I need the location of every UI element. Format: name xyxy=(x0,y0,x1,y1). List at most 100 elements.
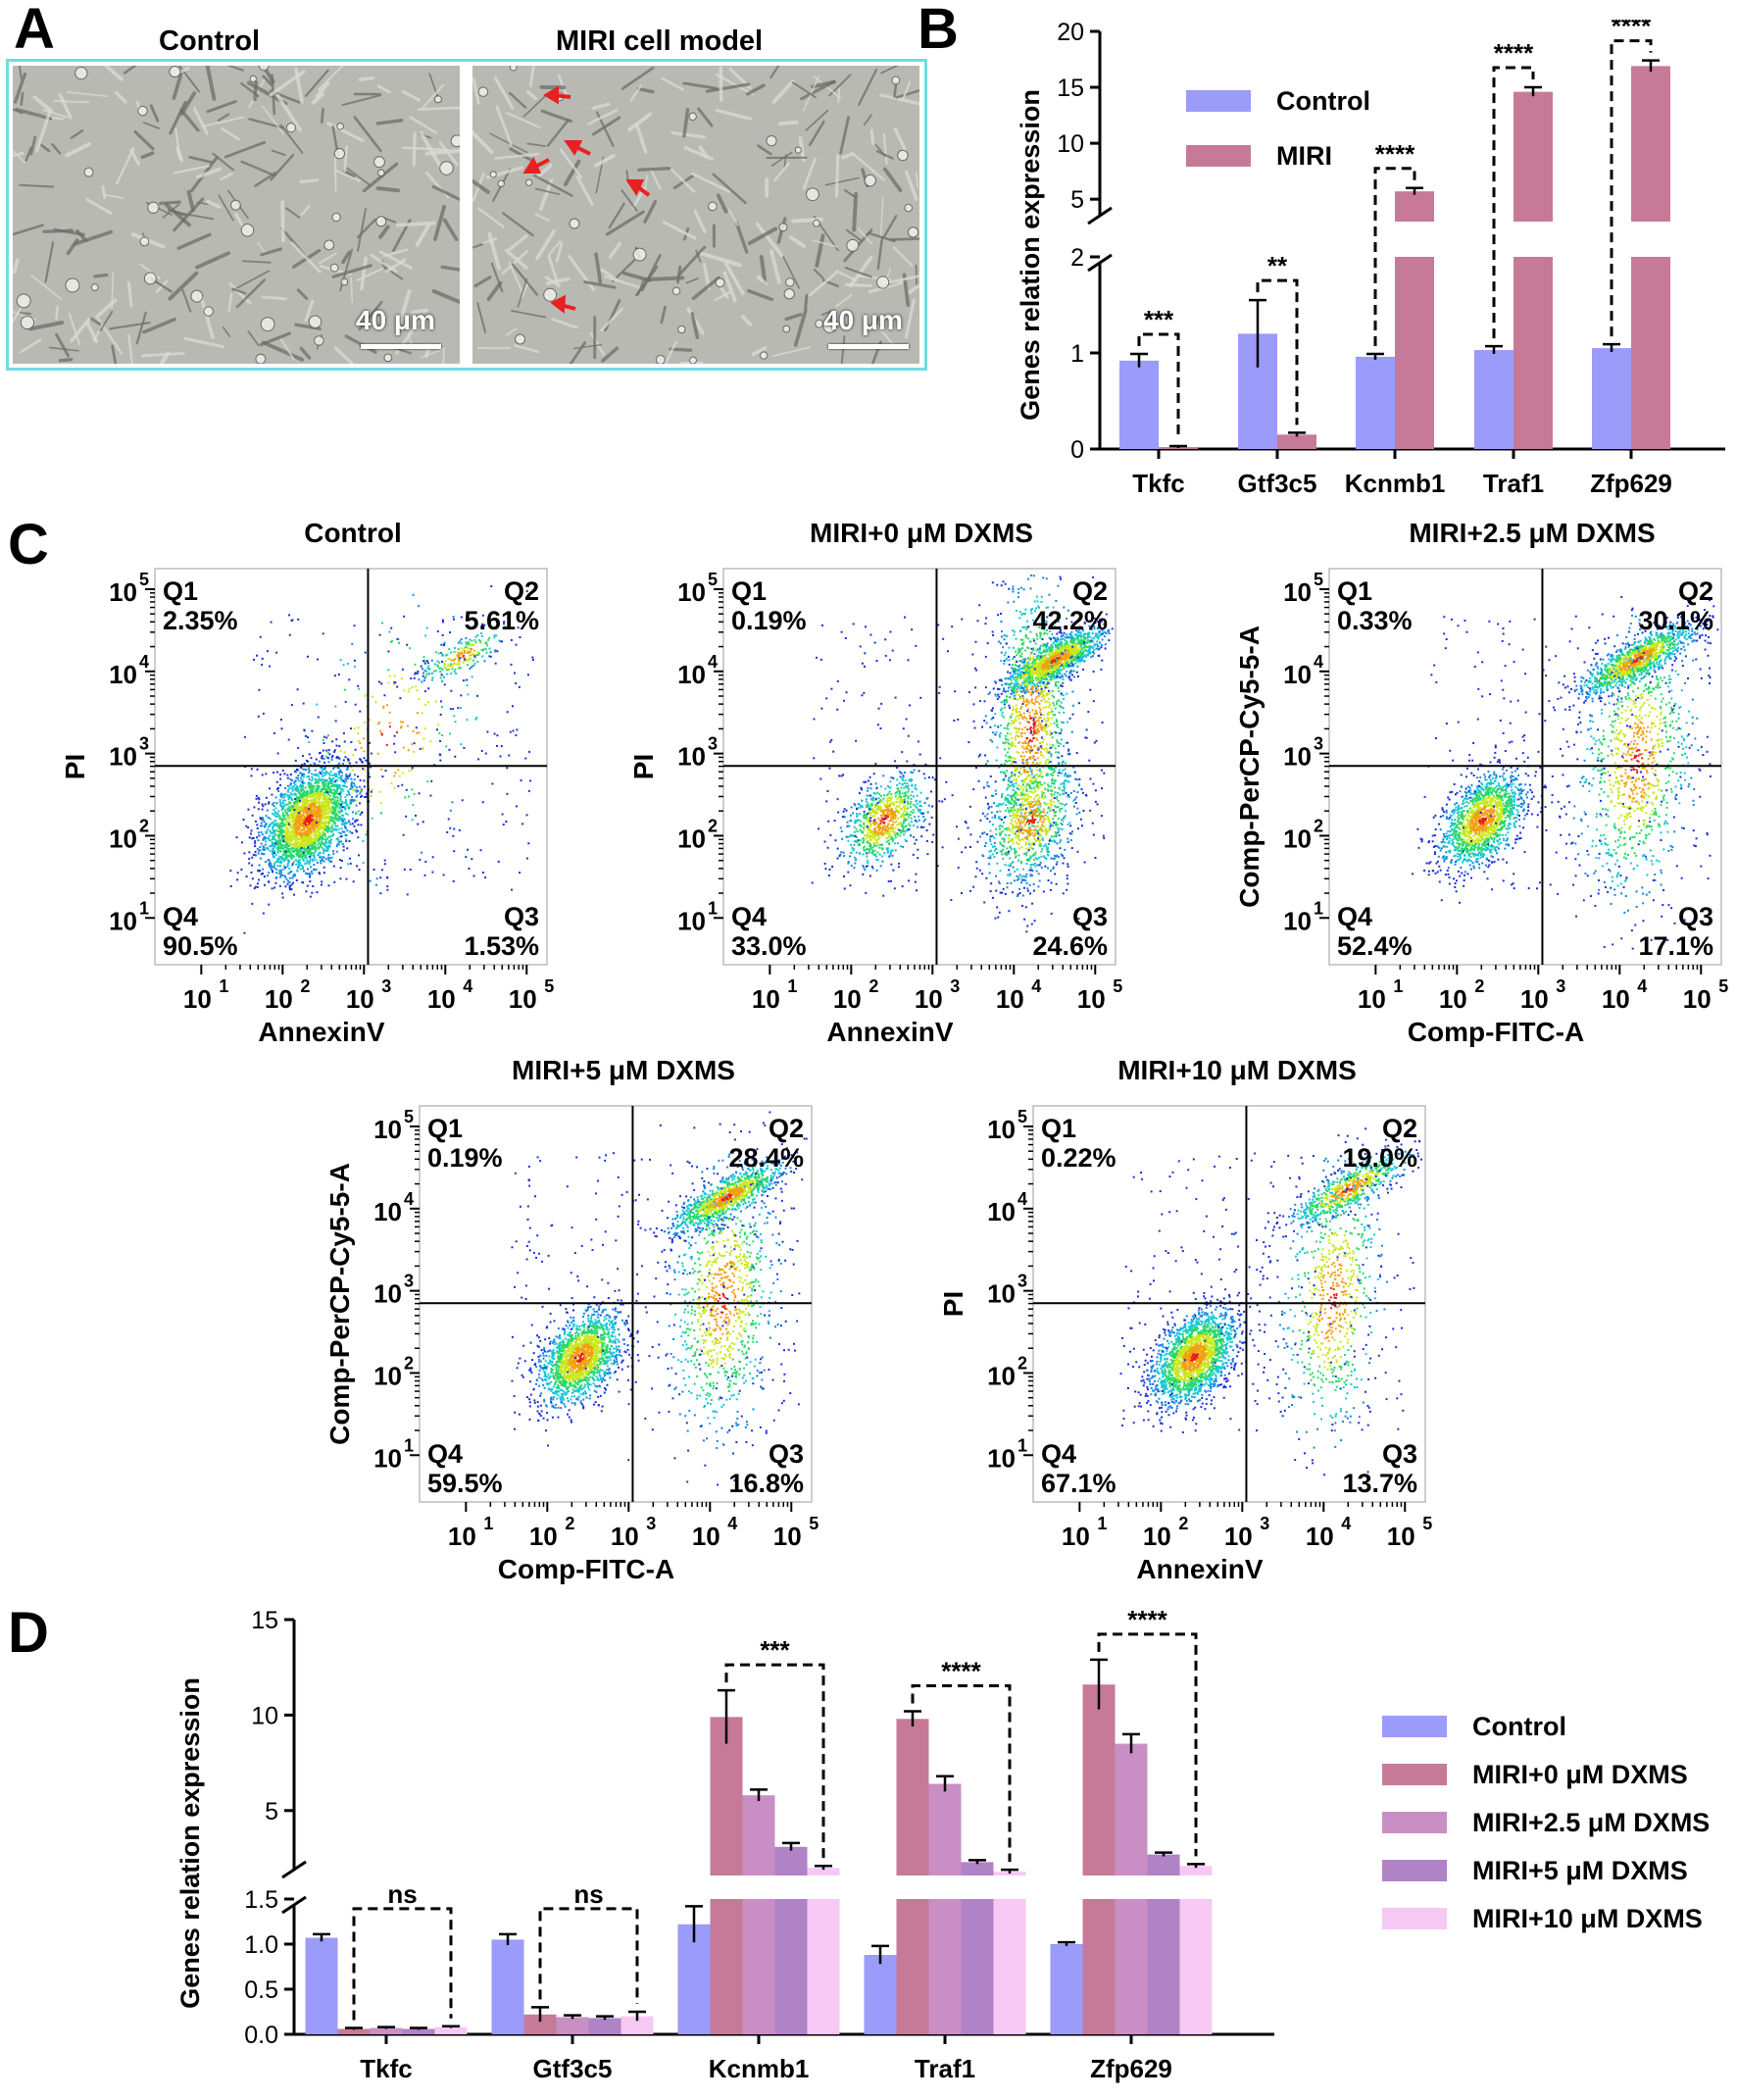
cell-shape xyxy=(620,66,655,90)
cell-shape xyxy=(13,152,25,158)
cell-shape xyxy=(804,293,809,310)
data-point xyxy=(905,785,908,788)
data-point xyxy=(899,834,902,837)
data-point xyxy=(494,650,497,653)
data-point xyxy=(334,808,337,811)
data-point xyxy=(910,794,913,797)
cell-shape xyxy=(612,259,636,282)
data-point xyxy=(375,877,378,880)
data-point xyxy=(909,814,912,817)
data-point xyxy=(323,799,326,802)
data-point xyxy=(896,832,899,835)
data-point xyxy=(293,893,296,896)
data-point xyxy=(867,859,869,862)
cell-shape xyxy=(682,108,690,138)
data-point xyxy=(306,809,309,812)
data-point xyxy=(279,841,282,844)
data-point xyxy=(907,800,910,803)
data-point xyxy=(273,844,275,847)
data-point xyxy=(322,780,324,783)
data-point xyxy=(332,811,335,814)
data-point xyxy=(416,731,419,734)
data-point xyxy=(473,656,476,659)
data-point xyxy=(349,773,352,775)
data-point xyxy=(887,810,890,813)
data-point xyxy=(295,863,298,866)
data-point xyxy=(463,652,466,655)
data-point xyxy=(303,838,306,841)
data-point xyxy=(284,850,287,853)
data-point xyxy=(894,833,897,836)
data-point xyxy=(339,790,342,793)
cell-shape xyxy=(261,295,287,301)
data-point xyxy=(886,794,889,797)
data-point xyxy=(887,804,890,807)
data-point xyxy=(438,661,441,664)
data-point xyxy=(323,826,325,829)
data-point xyxy=(284,841,287,844)
data-point xyxy=(327,835,330,838)
data-point xyxy=(397,769,400,772)
data-point xyxy=(340,779,343,782)
data-point xyxy=(387,681,390,684)
data-point xyxy=(906,782,909,785)
data-point xyxy=(900,808,903,811)
data-point xyxy=(885,840,888,843)
data-point xyxy=(304,857,307,860)
data-point xyxy=(335,738,338,741)
data-point xyxy=(289,833,292,836)
data-point xyxy=(262,805,265,808)
data-point xyxy=(843,808,846,811)
data-point xyxy=(300,796,303,799)
cell-shape xyxy=(879,93,919,106)
data-point xyxy=(481,655,484,658)
data-point xyxy=(472,875,475,877)
y-tick-exponent: 2 xyxy=(139,816,149,835)
data-point xyxy=(278,798,281,801)
data-point xyxy=(890,776,893,779)
data-point xyxy=(882,812,885,815)
data-point xyxy=(363,779,366,782)
data-point xyxy=(444,660,447,663)
data-point xyxy=(861,799,864,802)
data-point xyxy=(269,823,272,825)
data-point xyxy=(358,802,361,805)
data-point xyxy=(302,702,305,705)
data-point xyxy=(497,860,500,863)
data-point xyxy=(425,671,428,674)
data-point xyxy=(874,792,877,795)
cell-shape xyxy=(777,120,799,126)
data-point xyxy=(1018,685,1021,688)
data-point xyxy=(334,783,337,786)
data-point xyxy=(340,777,343,780)
y-tick-label: 10 xyxy=(1057,130,1084,158)
data-point xyxy=(531,656,534,659)
cell-shape xyxy=(375,119,404,125)
data-point xyxy=(290,807,293,810)
cell-shape xyxy=(869,128,875,145)
data-point xyxy=(865,825,868,828)
cell-shape xyxy=(608,202,625,229)
data-point xyxy=(443,662,446,665)
data-point xyxy=(287,851,290,854)
data-point xyxy=(313,762,316,765)
data-point xyxy=(319,823,322,825)
data-point xyxy=(284,828,287,831)
data-point xyxy=(423,676,426,679)
data-point xyxy=(891,827,894,830)
data-point xyxy=(297,866,300,869)
data-point xyxy=(449,631,452,634)
cell-texture xyxy=(472,66,919,364)
data-point xyxy=(1035,655,1038,658)
cell-shape xyxy=(378,250,413,270)
cell-shape xyxy=(44,241,55,283)
data-point xyxy=(319,845,322,848)
data-point xyxy=(926,811,929,814)
data-point xyxy=(243,931,246,934)
data-point xyxy=(922,815,925,818)
data-point xyxy=(439,676,442,679)
data-point xyxy=(324,807,327,810)
data-point xyxy=(295,834,298,837)
data-point xyxy=(277,829,280,832)
data-point xyxy=(864,849,867,852)
